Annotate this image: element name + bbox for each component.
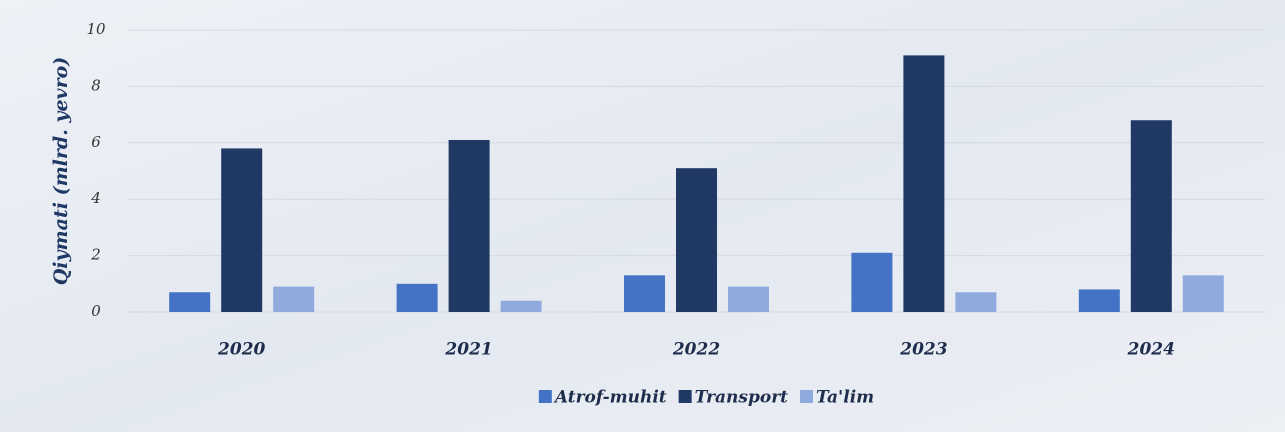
x-tick-label: 2022 bbox=[672, 340, 720, 360]
x-tick-label: 2023 bbox=[899, 340, 947, 360]
bar bbox=[1079, 289, 1120, 312]
legend-swatch bbox=[539, 390, 552, 403]
bar bbox=[169, 292, 210, 312]
x-tick-label: 2020 bbox=[217, 340, 265, 360]
legend-label: Atrof-muhit bbox=[553, 388, 667, 408]
legend-swatch bbox=[679, 390, 692, 403]
bar bbox=[1183, 275, 1224, 312]
y-tick-label: 2 bbox=[90, 246, 101, 264]
bar bbox=[728, 287, 769, 312]
y-tick-label: 8 bbox=[91, 76, 101, 94]
bar bbox=[449, 140, 490, 312]
y-tick-label: 10 bbox=[86, 20, 106, 38]
bar bbox=[903, 55, 944, 312]
bar bbox=[1131, 120, 1172, 312]
bar bbox=[624, 275, 665, 312]
bar bbox=[851, 253, 892, 312]
x-tick-label: 2021 bbox=[444, 340, 492, 360]
legend-label: Transport bbox=[695, 388, 788, 408]
bar bbox=[397, 284, 438, 312]
bar bbox=[501, 301, 542, 312]
bar bbox=[221, 148, 262, 312]
legend-label: Ta'lim bbox=[816, 388, 874, 408]
legend-swatch bbox=[800, 390, 813, 403]
y-tick-label: 4 bbox=[90, 189, 101, 207]
y-tick-label: 6 bbox=[91, 133, 101, 151]
x-tick-label: 2024 bbox=[1127, 340, 1175, 360]
bar bbox=[273, 287, 314, 312]
bar bbox=[955, 292, 996, 312]
chart: Qiymati (mlrd. yevro) 0 2 4 6 8 10 2020 2021 202… bbox=[0, 0, 1285, 432]
y-tick-label: 0 bbox=[91, 302, 101, 320]
bar bbox=[676, 168, 717, 312]
y-axis-label: Qiymati (mlrd. yevro) bbox=[50, 57, 72, 286]
background bbox=[0, 0, 1285, 432]
